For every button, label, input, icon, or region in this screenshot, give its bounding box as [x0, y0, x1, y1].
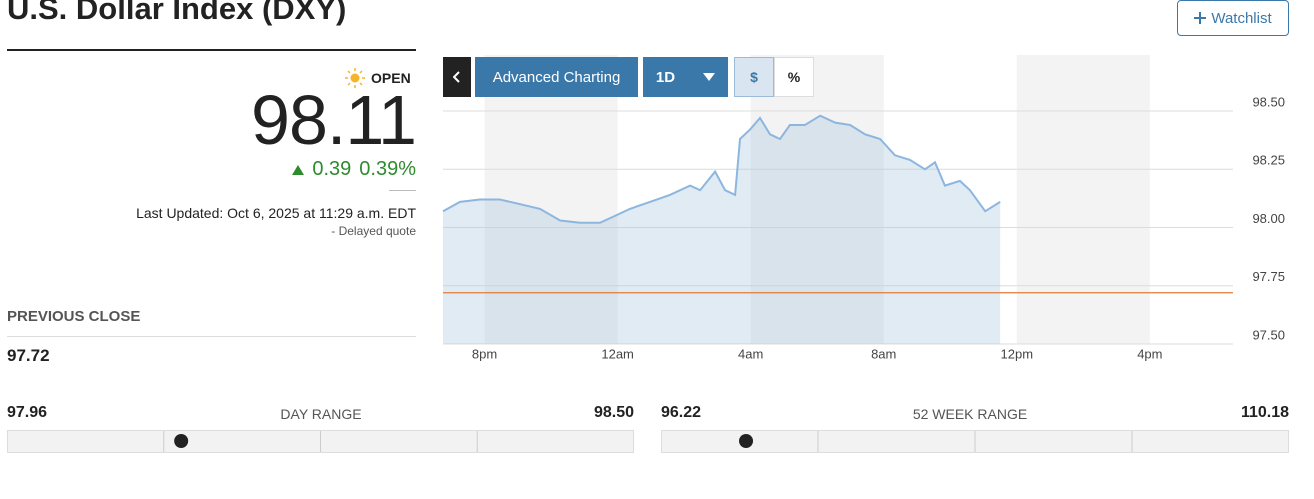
divider [7, 49, 416, 51]
change-percent: 0.39% [359, 158, 416, 180]
watchlist-label: Watchlist [1211, 9, 1272, 27]
price-line [442, 114, 1001, 224]
page-title: U.S. Dollar Index (DXY) [7, 0, 347, 26]
week52-label: 52 WEEK RANGE [912, 406, 1028, 422]
dollar-toggle[interactable]: $ [734, 57, 774, 97]
plus-icon [1194, 12, 1207, 24]
y-tick-label: 98.00 [1252, 211, 1285, 226]
day-range-high: 98.50 [593, 404, 634, 421]
y-tick-label: 97.75 [1252, 269, 1285, 284]
time-band [1016, 55, 1150, 344]
day-range-marker [174, 434, 189, 448]
divider [7, 336, 416, 337]
day-range-low: 97.96 [7, 404, 48, 421]
y-tick-label: 98.25 [1252, 153, 1285, 168]
last-updated: Last Updated: Oct 6, 2025 at 11:29 a.m. … [136, 205, 416, 221]
x-tick-label: 12am [601, 346, 634, 361]
x-tick-label: 4pm [1137, 346, 1162, 361]
time-band [750, 55, 884, 344]
x-tick-label: 8am [871, 346, 896, 361]
watchlist-button[interactable]: Watchlist [1177, 0, 1289, 36]
interval-dropdown[interactable]: 1D [643, 57, 728, 97]
week52-low: 96.22 [661, 404, 702, 421]
advanced-charting-button[interactable]: Advanced Charting [475, 57, 638, 97]
back-button[interactable] [443, 57, 471, 97]
time-band [484, 55, 618, 344]
dropdown-arrow [703, 73, 716, 81]
day-range-label: DAY RANGE [280, 406, 362, 422]
price: 98.11 [251, 81, 417, 159]
x-tick-label: 12pm [1001, 346, 1034, 361]
chevron-left [453, 71, 460, 83]
week52-high: 110.18 [1240, 404, 1289, 421]
y-tick-label: 97.50 [1252, 327, 1285, 342]
sun-icon [345, 68, 365, 88]
previous-close-label: PREVIOUS CLOSE [7, 308, 141, 325]
status-text: OPEN [371, 70, 411, 86]
interval-label: 1D [655, 68, 676, 86]
up-arrow [292, 164, 305, 175]
y-tick-label: 98.50 [1252, 94, 1285, 109]
change-row: 0.39 0.39% [292, 158, 416, 181]
market-status: OPEN [345, 68, 411, 88]
percent-toggle[interactable]: % [774, 57, 814, 97]
x-tick-label: 4am [738, 346, 763, 361]
delayed-quote: - Delayed quote [331, 224, 416, 238]
week52-range-marker [739, 434, 754, 448]
previous-close-value: 97.72 [7, 346, 50, 365]
separator [389, 190, 416, 191]
change: 0.39 [312, 158, 352, 180]
x-tick-label: 8pm [472, 346, 497, 361]
area-fill [443, 115, 1001, 344]
